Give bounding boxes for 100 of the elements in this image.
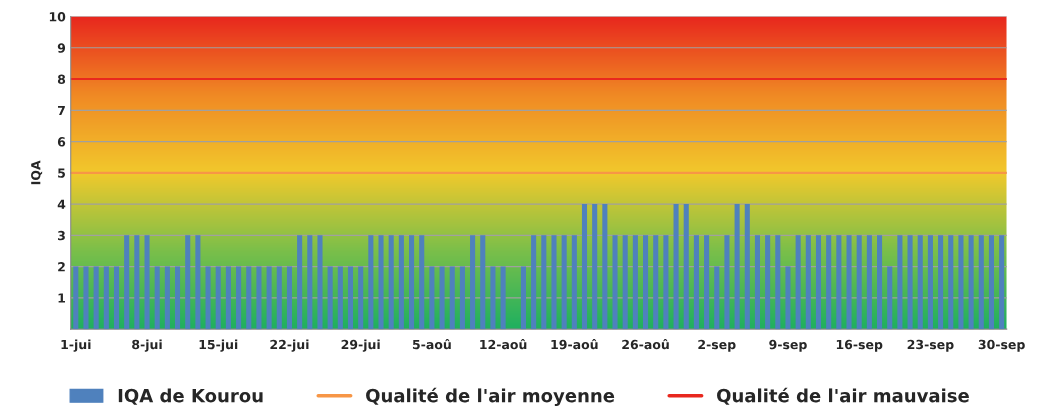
bar [73,266,79,330]
bar [175,266,181,330]
bar [286,266,292,330]
y-tick-label: 4 [57,199,66,209]
bar [480,235,486,330]
bar [347,266,354,330]
bar [734,204,740,330]
y-tick-label: 5 [58,168,65,178]
bar [134,235,140,330]
bar [683,204,689,330]
bar [754,235,760,330]
bar [195,235,201,330]
x-tick-label: 9-sep [769,339,807,352]
y-tick-label: 8 [57,74,66,84]
bar [459,266,465,330]
bar [785,266,791,330]
bar [154,266,160,330]
bar [388,235,394,330]
bar [266,266,272,330]
bar [877,235,883,330]
bar [246,266,252,330]
bar [236,266,242,330]
x-tick-label: 1-jui [61,339,91,352]
bar [938,235,944,330]
bar [124,235,130,330]
bar [83,266,89,330]
bar [856,235,862,330]
bar [103,266,109,330]
bar [714,266,720,330]
bar [113,266,120,330]
bar [643,235,649,330]
bar [419,235,425,330]
bar [887,266,893,330]
bar [632,235,638,330]
bar [592,204,598,330]
legend-label: Qualité de l'air moyenne [366,387,615,407]
bar [917,235,923,330]
bar [327,266,333,330]
bar [490,266,496,330]
bar [775,235,781,330]
x-tick-label: 2-sep [698,339,736,352]
bar [215,266,221,330]
bar [368,235,374,330]
bar [378,235,384,330]
bar [297,235,303,330]
bar [653,235,659,330]
bar [185,235,191,330]
bar [551,235,557,330]
bar [826,235,832,330]
bar [561,235,567,330]
legend-label: IQA de Kourou [118,388,263,405]
bar [307,235,313,330]
x-tick-label: 16-sep [836,339,883,352]
bar [317,235,323,330]
bar [581,204,588,330]
bar [602,204,608,330]
x-tick-label: 26-aoû [622,339,669,350]
legend-label: Qualité de l'air mauvaise [717,387,969,405]
bar [948,235,954,330]
x-tick-label: 30-sep [978,339,1025,352]
bar [337,266,343,330]
bar [164,266,170,330]
bar [449,266,455,330]
x-tick-label: 23-sep [907,339,954,352]
bar [500,266,506,330]
bar [276,266,282,330]
bar [968,235,974,330]
bar [866,235,872,330]
bar [531,235,537,330]
bar [907,235,913,330]
bar [663,235,669,330]
bar [815,235,822,330]
bar [846,235,852,330]
bar [256,266,262,330]
bar [765,235,771,330]
bar [541,235,547,330]
y-tick-label: 3 [58,230,65,241]
bar [988,235,994,330]
bar [897,235,903,330]
bar [744,204,750,330]
bar [93,266,99,330]
bar [612,235,618,330]
bar [958,235,964,330]
y-tick-label: 10 [49,12,66,22]
y-tick-label: 7 [58,105,65,116]
y-axis-title: IQA [31,160,43,185]
bar [398,235,404,330]
x-tick-label: 15-jui [199,339,238,352]
bar [704,235,710,330]
bar [439,266,445,330]
bar [978,235,984,330]
bar [520,266,526,330]
bar [673,204,679,330]
bar [429,266,435,330]
x-tick-label: 19-aoû [551,339,598,350]
bar [622,235,628,330]
x-tick-label: 12-aoû [480,339,527,350]
x-tick-label: 22-jui [270,339,309,352]
x-tick-label: 5-aoû [412,339,451,350]
bar [795,235,801,330]
